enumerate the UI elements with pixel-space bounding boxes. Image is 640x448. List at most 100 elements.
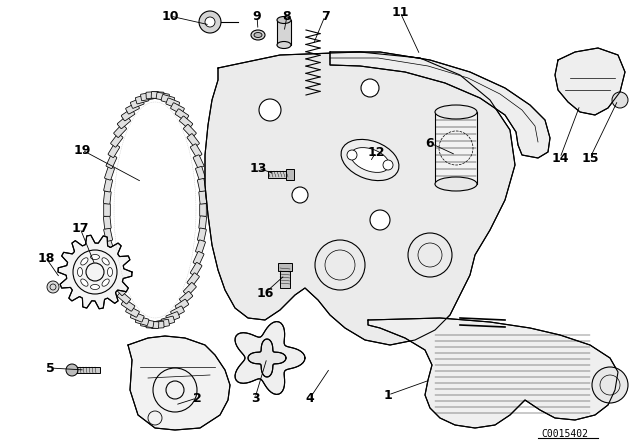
Ellipse shape: [81, 258, 88, 265]
FancyBboxPatch shape: [141, 92, 154, 101]
Polygon shape: [58, 235, 132, 309]
FancyBboxPatch shape: [121, 299, 135, 311]
FancyBboxPatch shape: [117, 291, 131, 304]
FancyBboxPatch shape: [114, 125, 127, 138]
FancyBboxPatch shape: [141, 319, 154, 327]
FancyBboxPatch shape: [175, 109, 189, 121]
Text: 4: 4: [306, 392, 314, 405]
FancyBboxPatch shape: [187, 273, 200, 286]
FancyBboxPatch shape: [108, 263, 120, 276]
Text: 15: 15: [581, 151, 599, 164]
Polygon shape: [235, 322, 305, 394]
FancyBboxPatch shape: [156, 92, 170, 101]
Text: C0015402: C0015402: [541, 429, 589, 439]
FancyBboxPatch shape: [131, 312, 144, 322]
FancyBboxPatch shape: [117, 116, 131, 129]
FancyBboxPatch shape: [171, 306, 184, 317]
FancyBboxPatch shape: [104, 228, 113, 241]
FancyBboxPatch shape: [199, 216, 207, 229]
Bar: [277, 20, 291, 45]
FancyBboxPatch shape: [190, 263, 202, 276]
FancyBboxPatch shape: [104, 240, 115, 254]
FancyBboxPatch shape: [179, 116, 193, 129]
Ellipse shape: [277, 17, 291, 23]
FancyBboxPatch shape: [111, 134, 123, 147]
Ellipse shape: [341, 139, 399, 181]
Circle shape: [205, 17, 215, 27]
Ellipse shape: [251, 30, 265, 40]
Text: 11: 11: [391, 5, 409, 18]
FancyBboxPatch shape: [114, 283, 127, 296]
Text: 2: 2: [193, 392, 202, 405]
Circle shape: [383, 160, 393, 170]
FancyBboxPatch shape: [184, 283, 196, 296]
Circle shape: [361, 79, 379, 97]
FancyBboxPatch shape: [184, 125, 196, 138]
FancyBboxPatch shape: [146, 321, 159, 328]
Text: 14: 14: [551, 151, 569, 164]
Circle shape: [66, 364, 78, 376]
FancyBboxPatch shape: [171, 103, 184, 114]
FancyBboxPatch shape: [193, 251, 204, 265]
FancyBboxPatch shape: [166, 312, 180, 322]
Ellipse shape: [77, 267, 83, 276]
Text: 18: 18: [37, 251, 54, 264]
Ellipse shape: [351, 147, 389, 172]
Ellipse shape: [102, 279, 109, 286]
FancyBboxPatch shape: [187, 134, 200, 147]
Text: 7: 7: [321, 9, 330, 22]
Ellipse shape: [254, 33, 262, 38]
FancyBboxPatch shape: [156, 319, 170, 327]
Circle shape: [592, 367, 628, 403]
Bar: [280, 268, 290, 288]
Text: 1: 1: [383, 388, 392, 401]
Polygon shape: [330, 52, 550, 158]
FancyBboxPatch shape: [199, 191, 207, 204]
FancyBboxPatch shape: [151, 91, 164, 99]
Text: 16: 16: [256, 287, 274, 300]
Circle shape: [370, 210, 390, 230]
Polygon shape: [248, 339, 286, 377]
FancyBboxPatch shape: [104, 191, 111, 204]
FancyBboxPatch shape: [121, 109, 135, 121]
Text: 3: 3: [251, 392, 259, 405]
Text: 17: 17: [71, 221, 89, 234]
FancyBboxPatch shape: [104, 179, 113, 192]
Circle shape: [259, 99, 281, 121]
FancyBboxPatch shape: [161, 316, 175, 326]
Ellipse shape: [435, 177, 477, 191]
FancyBboxPatch shape: [196, 167, 205, 180]
FancyBboxPatch shape: [104, 216, 111, 229]
Text: 12: 12: [367, 146, 385, 159]
FancyBboxPatch shape: [136, 316, 149, 326]
FancyBboxPatch shape: [131, 98, 144, 108]
Bar: [435, 112, 477, 184]
Bar: [278, 263, 292, 271]
FancyBboxPatch shape: [106, 251, 117, 265]
Polygon shape: [205, 52, 515, 345]
Polygon shape: [555, 48, 625, 115]
Polygon shape: [128, 336, 230, 430]
Bar: [72, 367, 100, 373]
Text: 10: 10: [161, 9, 179, 22]
Circle shape: [47, 281, 59, 293]
Ellipse shape: [435, 105, 477, 119]
FancyBboxPatch shape: [111, 273, 123, 286]
FancyBboxPatch shape: [151, 321, 164, 328]
Circle shape: [199, 11, 221, 33]
FancyBboxPatch shape: [190, 144, 202, 158]
FancyBboxPatch shape: [125, 306, 140, 317]
FancyBboxPatch shape: [136, 95, 149, 104]
Polygon shape: [368, 318, 618, 428]
Text: 19: 19: [74, 143, 91, 156]
FancyBboxPatch shape: [175, 299, 189, 311]
FancyBboxPatch shape: [196, 240, 205, 254]
FancyBboxPatch shape: [166, 98, 180, 108]
FancyBboxPatch shape: [198, 228, 206, 241]
Ellipse shape: [277, 42, 291, 48]
FancyBboxPatch shape: [104, 167, 115, 180]
FancyBboxPatch shape: [193, 155, 204, 168]
Ellipse shape: [90, 284, 99, 289]
FancyBboxPatch shape: [146, 91, 159, 99]
Text: 13: 13: [250, 161, 267, 175]
